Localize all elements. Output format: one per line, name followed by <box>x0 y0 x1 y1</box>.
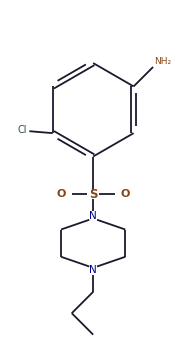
Text: O: O <box>120 189 130 200</box>
Text: NH₂: NH₂ <box>154 57 171 66</box>
Text: N: N <box>89 265 97 275</box>
Text: Cl: Cl <box>18 125 27 135</box>
Text: S: S <box>89 188 97 201</box>
Text: O: O <box>57 189 66 200</box>
Text: N: N <box>89 211 97 221</box>
